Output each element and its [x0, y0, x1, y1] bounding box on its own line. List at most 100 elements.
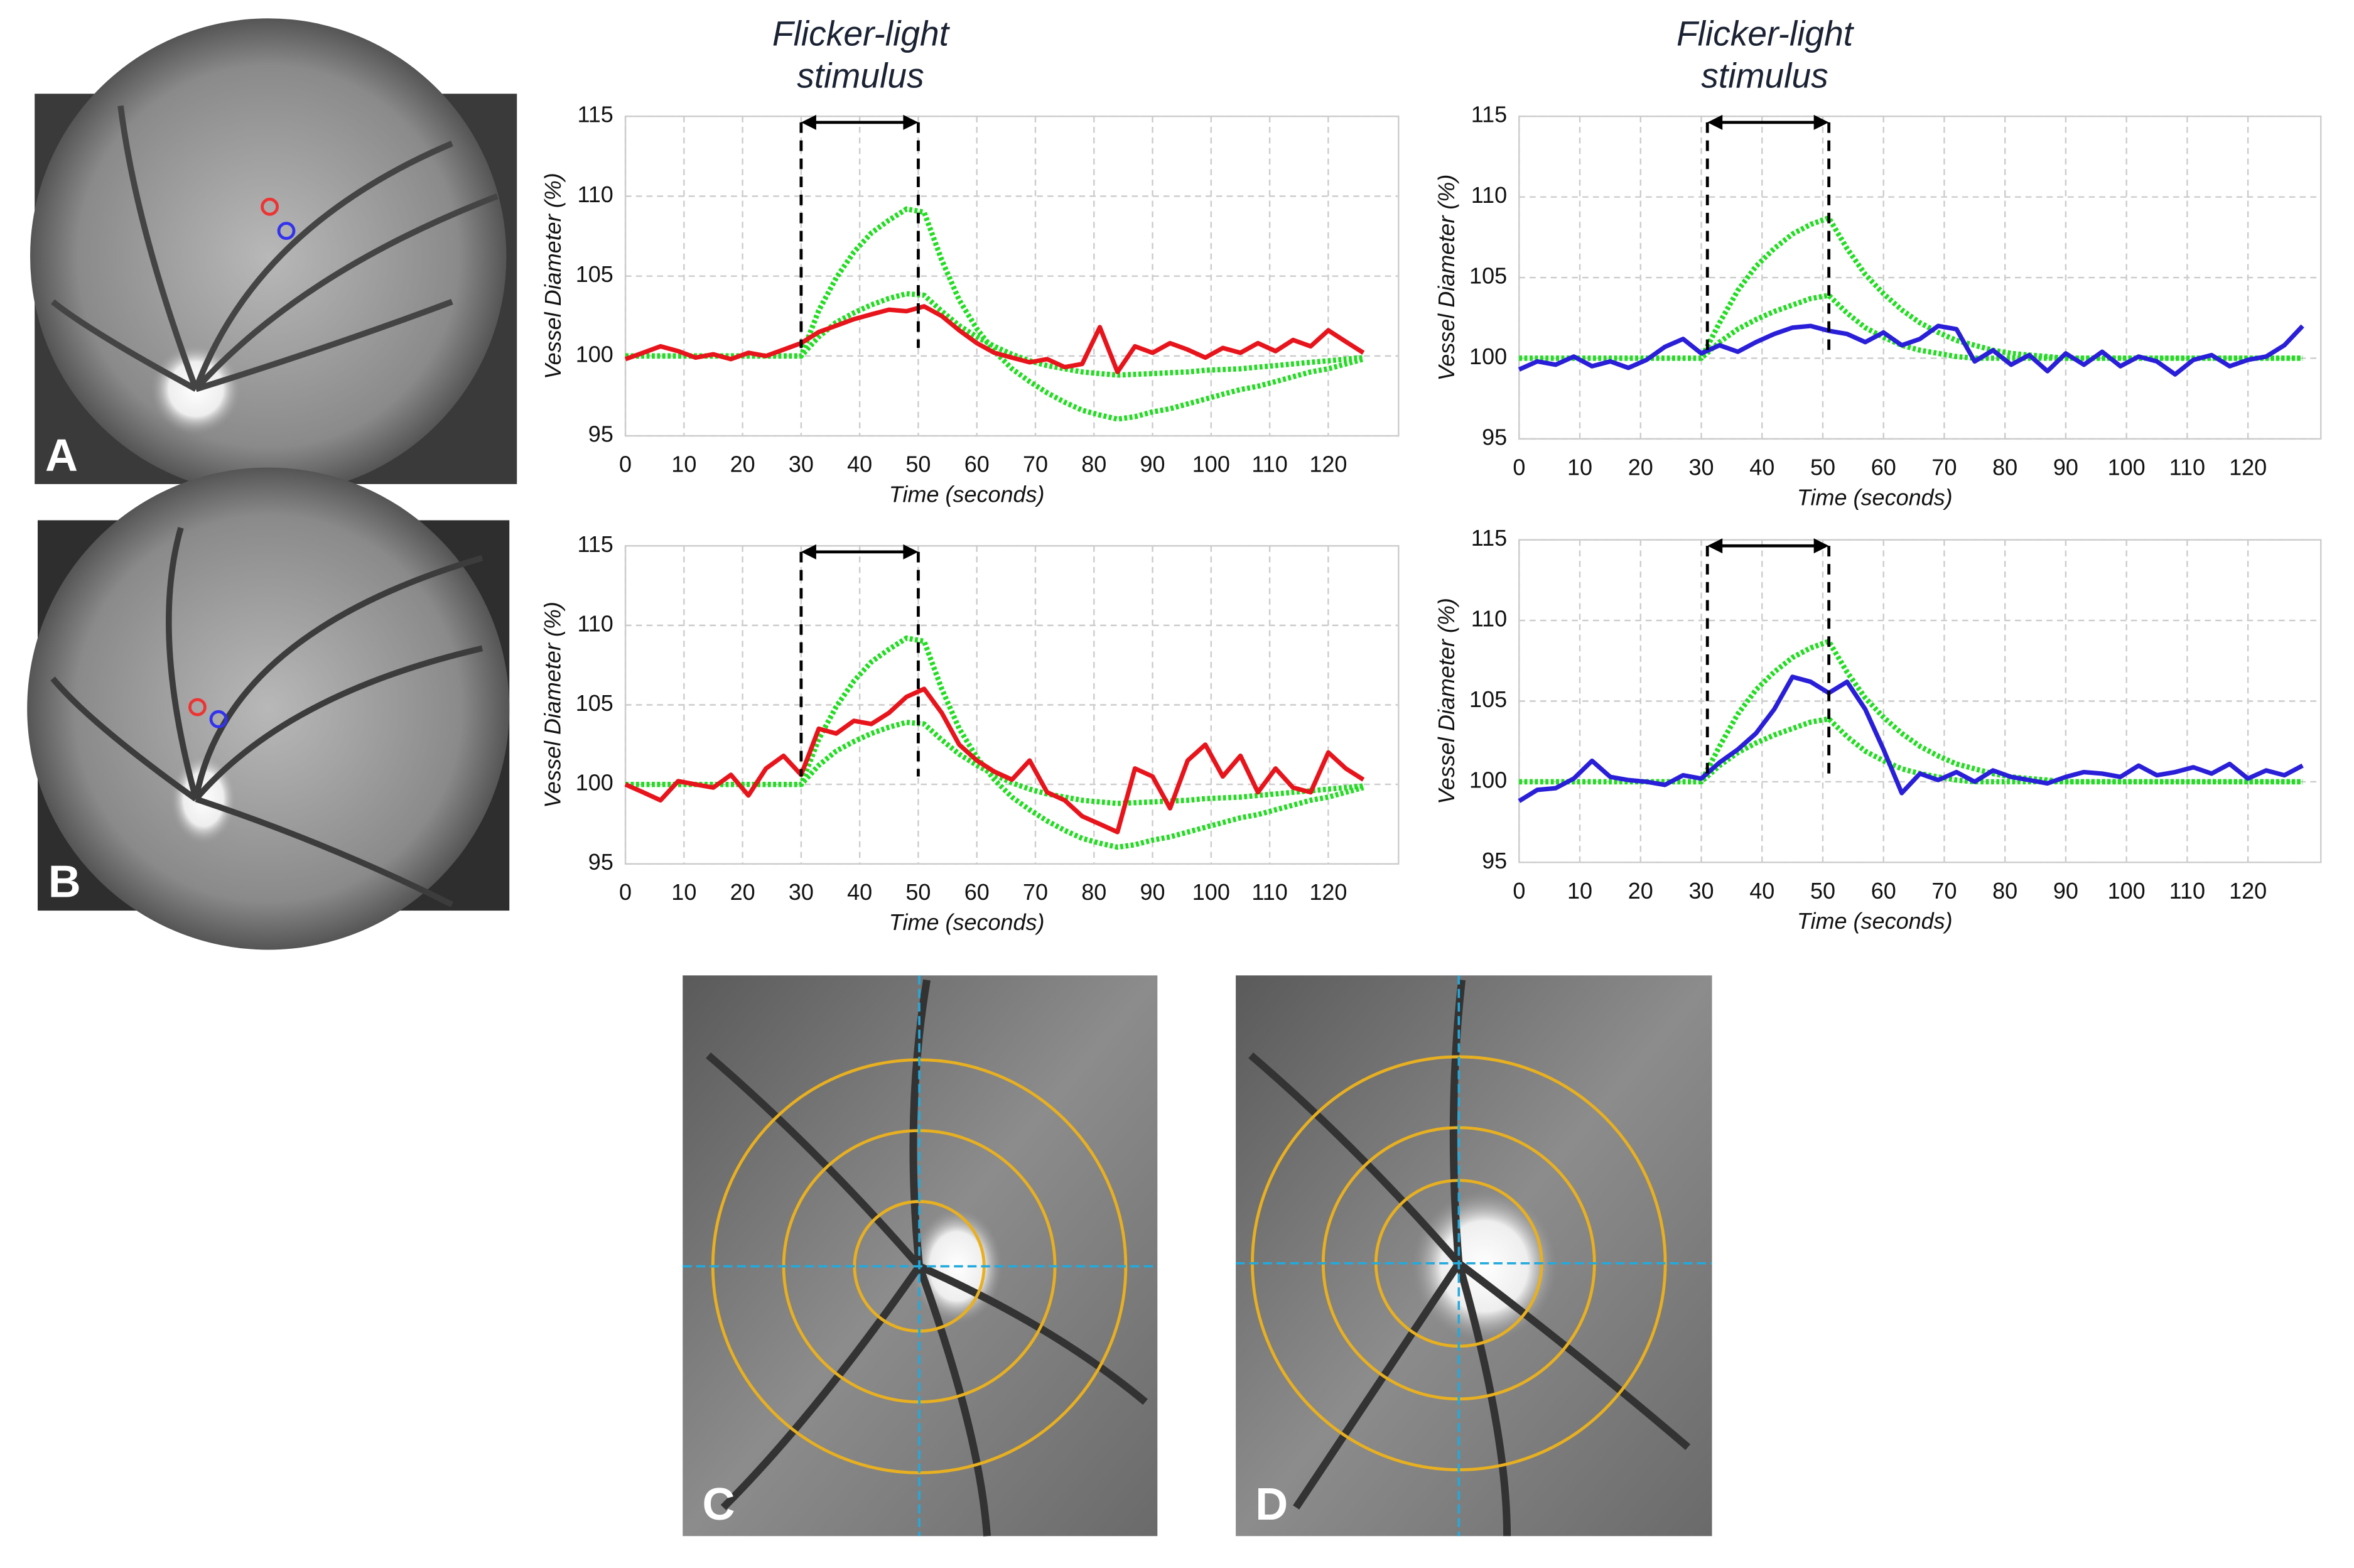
y-tick-label: 110 [1471, 182, 1507, 208]
chart-title: Flicker-light stimulus [772, 14, 949, 95]
chart-title-text: Flicker-light stimulus [772, 14, 949, 95]
x-tick-label: 0 [619, 879, 632, 905]
x-axis-label: Time (seconds) [889, 909, 1045, 935]
y-tick-label: 100 [1469, 767, 1507, 792]
y-tick-label: 115 [1471, 525, 1507, 551]
data-line [1518, 674, 2304, 803]
x-tick-label: 50 [905, 879, 931, 905]
y-tick-label: 110 [577, 610, 613, 636]
x-tick-label: 120 [1309, 879, 1347, 905]
fundus-image-b: B [27, 467, 510, 950]
x-tick-label: 50 [1810, 878, 1835, 904]
y-tick-label: 115 [577, 531, 613, 557]
y-tick-label: 95 [1482, 848, 1507, 873]
x-tick-label: 40 [847, 451, 872, 477]
x-tick-label: 70 [1023, 451, 1048, 477]
data-line [624, 686, 1365, 835]
x-tick-label: 10 [671, 879, 696, 905]
data-line [624, 304, 1365, 374]
model-curve [1519, 639, 2303, 785]
panel-label: B [48, 857, 81, 907]
x-tick-label: 20 [1628, 454, 1653, 480]
x-tick-label: 120 [2229, 454, 2267, 480]
y-tick-label: 105 [1469, 263, 1507, 289]
y-axis-label: Vessel Diameter (%) [1433, 175, 1459, 381]
arrow-head [1707, 538, 1829, 554]
x-axis-label: Time (seconds) [1797, 484, 1953, 510]
x-axis-label: Time (seconds) [1797, 908, 1953, 934]
x-tick-label: 50 [905, 451, 931, 477]
x-tick-label: 50 [1810, 454, 1835, 480]
y-tick-label: 95 [588, 849, 613, 875]
y-tick-label: 95 [1482, 424, 1507, 450]
x-tick-label: 110 [1251, 451, 1287, 477]
x-tick-label: 30 [789, 879, 814, 905]
x-tick-label: 80 [1081, 879, 1106, 905]
fundus-image-c: C [683, 975, 1158, 1537]
x-tick-label: 20 [730, 879, 755, 905]
x-tick-label: 0 [1513, 454, 1525, 480]
x-tick-label: 110 [2169, 454, 2205, 480]
x-tick-label: 100 [1192, 451, 1230, 477]
y-tick-label: 100 [576, 770, 613, 796]
x-tick-label: 40 [1749, 454, 1774, 480]
x-tick-label: 70 [1023, 879, 1048, 905]
chart-title: Flicker-light stimulus [1676, 14, 1854, 95]
x-tick-label: 120 [1309, 451, 1347, 477]
x-tick-label: 60 [964, 451, 990, 477]
arrow-head [1707, 114, 1829, 130]
x-tick-label: 10 [671, 451, 696, 477]
y-tick-label: 105 [576, 690, 613, 716]
x-tick-label: 90 [2053, 878, 2078, 904]
model-curve [625, 206, 1364, 422]
x-tick-label: 80 [1992, 454, 2017, 480]
x-tick-label: 100 [1192, 879, 1230, 905]
x-tick-label: 60 [964, 879, 990, 905]
x-tick-label: 90 [1140, 451, 1165, 477]
x-tick-label: 30 [1689, 878, 1714, 904]
x-tick-label: 70 [1931, 878, 1957, 904]
x-tick-label: 0 [1513, 878, 1525, 904]
x-tick-label: 80 [1992, 878, 2017, 904]
x-tick-label: 20 [1628, 878, 1653, 904]
panel-label: C [702, 1479, 735, 1530]
y-tick-label: 100 [1469, 343, 1507, 369]
x-tick-label: 10 [1567, 878, 1592, 904]
chart-title-text: Flicker-light stimulus [1676, 14, 1854, 95]
y-axis-label: Vessel Diameter (%) [540, 602, 566, 808]
x-tick-label: 30 [789, 451, 814, 477]
x-tick-label: 70 [1931, 454, 1957, 480]
y-axis-label: Vessel Diameter (%) [1433, 598, 1459, 804]
x-tick-label: 40 [1749, 878, 1774, 904]
y-axis-label: Vessel Diameter (%) [540, 173, 566, 379]
x-tick-label: 40 [847, 879, 872, 905]
panel-label: A [45, 430, 78, 480]
x-tick-label: 0 [619, 451, 632, 477]
y-tick-label: 110 [1471, 606, 1507, 632]
x-axis-label: Time (seconds) [889, 482, 1045, 507]
x-tick-label: 60 [1871, 878, 1896, 904]
y-tick-label: 110 [577, 181, 613, 207]
x-tick-label: 10 [1567, 454, 1592, 480]
fundus-image-a: A [30, 18, 517, 495]
x-tick-label: 100 [2108, 454, 2146, 480]
y-tick-label: 105 [1469, 686, 1507, 712]
y-tick-label: 100 [576, 341, 613, 367]
x-tick-label: 60 [1871, 454, 1896, 480]
x-tick-label: 110 [2169, 878, 2205, 904]
y-tick-label: 105 [576, 261, 613, 287]
x-tick-label: 110 [1251, 879, 1287, 905]
x-tick-label: 20 [730, 451, 755, 477]
data-line [1518, 323, 2304, 377]
x-tick-label: 90 [1140, 879, 1165, 905]
x-tick-label: 120 [2229, 878, 2267, 904]
fundus-image-d: D [1236, 975, 1712, 1537]
model-curve [1519, 215, 2303, 361]
y-tick-label: 115 [1471, 102, 1507, 127]
panel-label: D [1255, 1479, 1288, 1530]
y-tick-label: 95 [588, 421, 613, 447]
x-tick-label: 100 [2108, 878, 2146, 904]
